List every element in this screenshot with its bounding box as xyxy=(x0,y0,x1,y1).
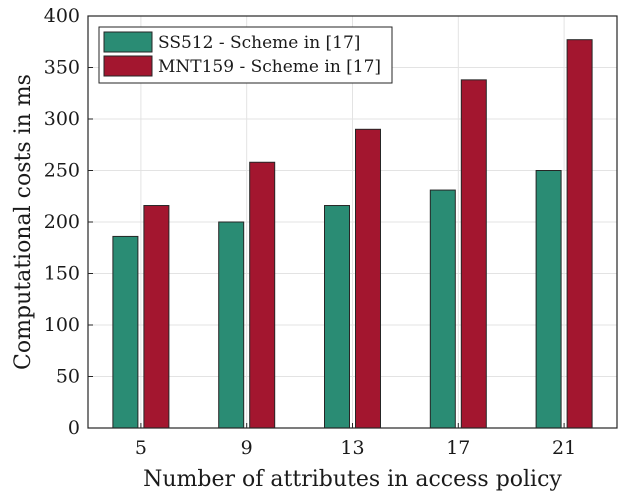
bars xyxy=(112,39,593,429)
bar-ss512-9 xyxy=(218,221,245,429)
gridlines xyxy=(88,15,617,429)
legend: SS512 - Scheme in [17] MNT159 - Scheme i… xyxy=(98,26,393,84)
bar-mnt159-21 xyxy=(566,39,593,429)
y-tick-label: 200 xyxy=(44,211,80,233)
y-tick-label: 250 xyxy=(44,160,80,182)
y-tick-label: 0 xyxy=(68,417,80,439)
y-tick-label: 50 xyxy=(56,366,80,388)
x-tick-label: 21 xyxy=(552,437,576,459)
bar-ss512-5 xyxy=(112,235,139,429)
legend-label-ss512: SS512 - Scheme in [17] xyxy=(158,33,360,53)
x-tick-label: 9 xyxy=(241,437,253,459)
x-tick-label: 13 xyxy=(340,437,364,459)
y-tick-label: 350 xyxy=(44,57,80,79)
x-axis-label: Number of attributes in access policy xyxy=(143,467,562,492)
bar-mnt159-9 xyxy=(249,161,276,429)
bar-ss512-13 xyxy=(324,205,350,429)
y-axis-label: Computational costs in ms xyxy=(11,74,36,370)
bar-mnt159-5 xyxy=(143,205,170,429)
axis-ticks: 0 50 100 150 200 250 300 350 400 5 9 13 17 21 xyxy=(44,5,576,459)
bar-ss512-17 xyxy=(429,189,456,429)
bar-ss512-21 xyxy=(535,170,562,429)
legend-swatch-ss512 xyxy=(103,31,153,53)
y-tick-label: 100 xyxy=(44,314,80,336)
y-tick-label: 150 xyxy=(44,263,80,285)
y-tick-label: 300 xyxy=(44,108,80,130)
bar-mnt159-17 xyxy=(460,79,487,429)
bar-mnt159-13 xyxy=(355,128,381,429)
legend-label-mnt159: MNT159 - Scheme in [17] xyxy=(158,57,381,77)
y-tick-label: 400 xyxy=(44,5,80,27)
x-tick-label: 17 xyxy=(446,437,470,459)
legend-swatch-mnt159 xyxy=(103,55,153,77)
x-tick-label: 5 xyxy=(135,437,147,459)
